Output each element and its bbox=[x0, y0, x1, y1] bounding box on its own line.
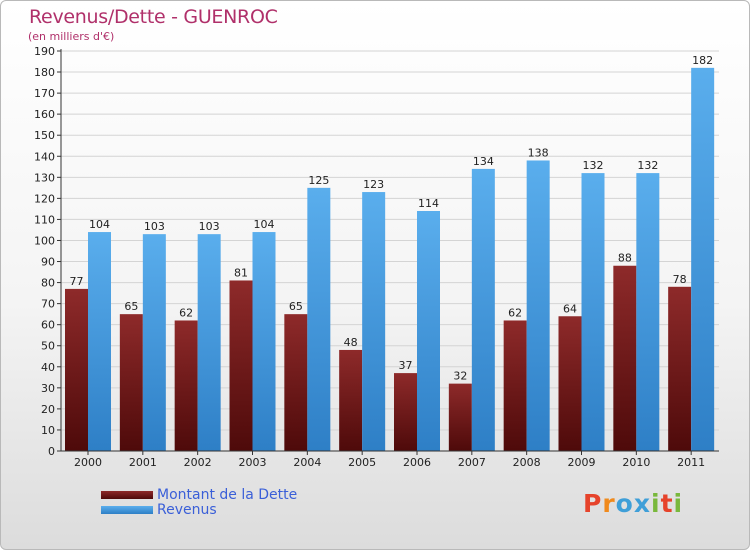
y-tick-label: 180 bbox=[34, 66, 55, 79]
bar-debt bbox=[229, 280, 253, 451]
x-tick-label: 2010 bbox=[622, 456, 650, 469]
value-label-revenue: 114 bbox=[418, 197, 439, 210]
x-tick-label: 2009 bbox=[568, 456, 596, 469]
bar-revenue bbox=[691, 67, 715, 451]
legend-swatch-debt bbox=[101, 490, 153, 499]
y-tick-label: 80 bbox=[41, 277, 55, 290]
value-label-debt: 88 bbox=[618, 252, 632, 265]
value-label-revenue: 103 bbox=[144, 220, 165, 233]
value-label-debt: 48 bbox=[344, 336, 358, 349]
chart-subtitle: (en milliers d'€) bbox=[28, 30, 115, 43]
value-label-debt: 64 bbox=[563, 302, 577, 315]
value-label-revenue: 125 bbox=[308, 174, 329, 187]
y-tick-label: 40 bbox=[41, 361, 55, 374]
chart-title: Revenus/Dette - GUENROC bbox=[29, 6, 278, 28]
legend-label-revenue: Revenus bbox=[157, 501, 217, 518]
value-label-debt: 65 bbox=[124, 300, 138, 313]
logo-letter: r bbox=[602, 489, 616, 518]
x-tick-label: 2004 bbox=[293, 456, 321, 469]
bar-debt bbox=[394, 373, 417, 451]
bar-debt bbox=[613, 265, 637, 451]
value-label-debt: 62 bbox=[508, 306, 522, 319]
bar-revenue bbox=[197, 234, 221, 451]
bar-debt bbox=[503, 320, 527, 451]
bar-revenue bbox=[88, 232, 111, 451]
y-tick-label: 110 bbox=[34, 213, 55, 226]
x-tick-label: 2002 bbox=[184, 456, 212, 469]
value-label-debt: 65 bbox=[289, 300, 303, 313]
bar-debt bbox=[65, 288, 88, 451]
value-label-revenue: 138 bbox=[528, 146, 549, 159]
bar-debt bbox=[558, 316, 582, 451]
bar-revenue bbox=[417, 211, 440, 451]
value-label-revenue: 182 bbox=[692, 54, 713, 67]
bar-debt bbox=[284, 314, 308, 451]
bar-debt bbox=[339, 349, 363, 451]
y-tick-label: 30 bbox=[41, 382, 55, 395]
value-label-revenue: 104 bbox=[254, 218, 275, 231]
value-label-debt: 62 bbox=[179, 306, 193, 319]
y-tick-label: 20 bbox=[41, 403, 55, 416]
bar-debt bbox=[448, 383, 472, 451]
y-tick-label: 90 bbox=[41, 256, 55, 269]
y-tick-label: 50 bbox=[41, 340, 55, 353]
bar-debt bbox=[668, 286, 692, 451]
value-label-revenue: 123 bbox=[363, 178, 384, 191]
y-tick-label: 140 bbox=[34, 150, 55, 163]
bar-revenue bbox=[307, 187, 331, 451]
logo-letter: x bbox=[633, 489, 651, 518]
x-tick-label: 2007 bbox=[458, 456, 486, 469]
legend: Montant de la Dette Revenus bbox=[101, 486, 298, 518]
logo-letter: P bbox=[583, 489, 603, 518]
value-label-debt: 81 bbox=[234, 266, 248, 279]
legend-label-debt: Montant de la Dette bbox=[157, 486, 298, 503]
bar-revenue bbox=[252, 232, 276, 451]
value-label-revenue: 132 bbox=[637, 159, 658, 172]
y-tick-label: 100 bbox=[34, 234, 55, 247]
x-tick-label: 2008 bbox=[513, 456, 541, 469]
x-tick-label: 2000 bbox=[74, 456, 102, 469]
y-tick-label: 120 bbox=[34, 192, 55, 205]
logo-letter: o bbox=[615, 489, 634, 518]
logo-letter: i bbox=[673, 489, 684, 518]
x-tick-label: 2011 bbox=[677, 456, 705, 469]
bar-debt bbox=[119, 314, 143, 451]
legend-item-revenue: Revenus bbox=[101, 501, 297, 518]
legend-item-debt: Montant de la Dette bbox=[101, 486, 298, 503]
value-label-revenue: 104 bbox=[89, 218, 110, 231]
value-label-debt: 78 bbox=[673, 273, 687, 286]
logo-letter: t bbox=[660, 489, 674, 518]
y-tick-label: 60 bbox=[41, 319, 55, 332]
y-tick-label: 190 bbox=[34, 45, 55, 58]
bar-revenue bbox=[636, 173, 660, 451]
x-tick-label: 2006 bbox=[403, 456, 431, 469]
value-label-revenue: 134 bbox=[473, 155, 494, 168]
legend-swatch-revenue bbox=[101, 505, 153, 514]
y-tick-label: 170 bbox=[34, 87, 55, 100]
value-label-revenue: 103 bbox=[199, 220, 220, 233]
bar-revenue bbox=[581, 173, 605, 451]
y-tick-label: 150 bbox=[34, 129, 55, 142]
value-label-debt: 37 bbox=[399, 359, 413, 372]
y-tick-label: 0 bbox=[48, 445, 55, 458]
x-tick-label: 2005 bbox=[348, 456, 376, 469]
x-tick-label: 2003 bbox=[239, 456, 267, 469]
bar-revenue bbox=[362, 192, 386, 452]
y-tick-label: 130 bbox=[34, 171, 55, 184]
x-tick-label: 2001 bbox=[129, 456, 157, 469]
bar-debt bbox=[174, 320, 198, 451]
bar-revenue bbox=[142, 234, 166, 451]
value-label-debt: 32 bbox=[453, 370, 467, 383]
value-label-revenue: 132 bbox=[583, 159, 604, 172]
bar-revenue bbox=[471, 168, 495, 452]
proxiti-logo: Proxiti bbox=[583, 489, 683, 518]
y-tick-label: 160 bbox=[34, 108, 55, 121]
y-tick-label: 70 bbox=[41, 298, 55, 311]
logo-letter: i bbox=[651, 489, 661, 518]
bar-revenue bbox=[526, 160, 550, 451]
y-tick-label: 10 bbox=[41, 424, 55, 437]
value-label-debt: 77 bbox=[70, 275, 84, 288]
